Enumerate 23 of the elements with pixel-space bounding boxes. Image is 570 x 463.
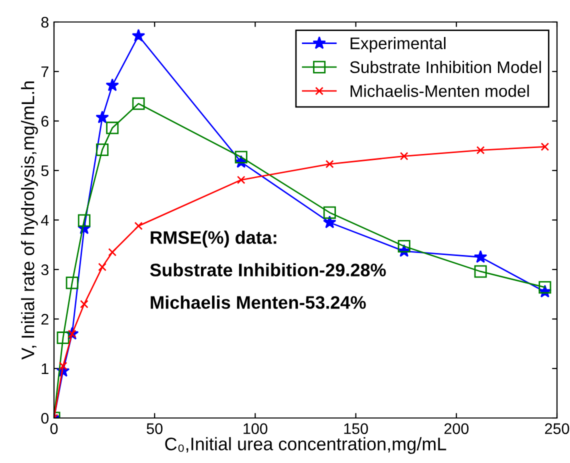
x-axis-title: C₀,Initial urea concentration,mg/mL — [165, 437, 446, 454]
annotation: RMSE(%) data: — [150, 230, 276, 248]
x-tick-label: 100 — [244, 423, 268, 434]
legend-label: Michaelis-Menten model — [350, 84, 529, 97]
x-tick-label: 200 — [444, 423, 469, 434]
y-tick-label: 2 — [41, 314, 48, 325]
legend-label: Substrate Inhibition Model — [350, 60, 541, 74]
y-tick-label: 7 — [41, 66, 48, 78]
y-axis-title: V, Initial rate of hydrolysis,mg/mL.h — [21, 82, 38, 360]
annotation: Michaelis Menten-53.24% — [150, 296, 366, 309]
y-tick-label: 8 — [41, 16, 48, 28]
y-tick-label: 3 — [41, 264, 48, 276]
x-tick-label: 0 — [50, 423, 58, 434]
y-tick-label: 1 — [42, 364, 48, 374]
x-tick-label: 50 — [146, 423, 162, 434]
legend-label: Experimental — [350, 37, 446, 53]
y-tick-label: 5 — [41, 166, 48, 176]
y-tick-label: 0 — [41, 412, 49, 424]
y-tick-label: 6 — [41, 116, 48, 127]
y-tick-label: 4 — [40, 215, 49, 226]
x-tick-label: 250 — [545, 423, 570, 434]
annotation: Substrate Inhibition-29.28% — [150, 263, 386, 276]
x-tick-label: 150 — [344, 423, 368, 434]
